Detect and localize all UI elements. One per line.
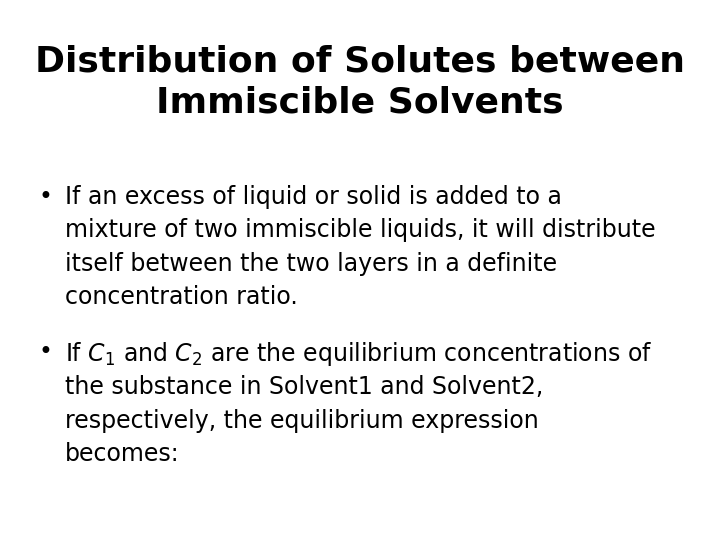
Text: •: •	[38, 185, 52, 209]
Text: •: •	[38, 340, 52, 364]
Text: Distribution of Solutes between
Immiscible Solvents: Distribution of Solutes between Immiscib…	[35, 45, 685, 120]
Text: the substance in Solvent1 and Solvent2,
respectively, the equilibrium expression: the substance in Solvent1 and Solvent2, …	[65, 375, 544, 467]
Text: If an excess of liquid or solid is added to a
mixture of two immiscible liquids,: If an excess of liquid or solid is added…	[65, 185, 656, 309]
Text: If $\mathit{C}_1$ and $\mathit{C}_2$ are the equilibrium concentrations of: If $\mathit{C}_1$ and $\mathit{C}_2$ are…	[65, 340, 652, 368]
